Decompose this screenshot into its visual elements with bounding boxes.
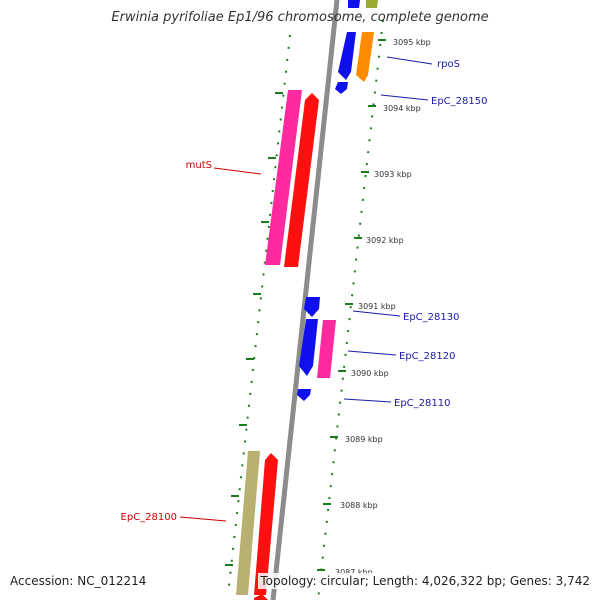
leader-EpC_28120 bbox=[347, 350, 397, 356]
label-EpC_28150[interactable]: EpC_28150 bbox=[431, 96, 487, 107]
gene-mutS-pink[interactable] bbox=[265, 90, 302, 265]
gene-EpC_28120-blue[interactable] bbox=[299, 319, 318, 376]
gene-EpC_28150[interactable] bbox=[335, 82, 348, 94]
outer-tick-ring bbox=[227, 34, 291, 596]
label-EpC_28130[interactable]: EpC_28130 bbox=[403, 312, 459, 323]
label-mutS[interactable]: mutS bbox=[186, 160, 212, 171]
label-rpoS[interactable]: rpoS bbox=[437, 59, 460, 70]
kbp-label: 3093 kbp bbox=[374, 170, 412, 179]
label-EpC_28110[interactable]: EpC_28110 bbox=[394, 398, 450, 409]
kbp-label: 3091 kbp bbox=[358, 302, 396, 311]
kbp-label: 3095 kbp bbox=[393, 38, 431, 47]
gene-mutS-red[interactable] bbox=[284, 93, 319, 267]
gene-EpC_28120-pink[interactable] bbox=[317, 320, 336, 378]
leader-EpC_28100 bbox=[179, 516, 227, 522]
leader-EpC_28130 bbox=[352, 310, 401, 317]
gene-bottom-red-tip[interactable] bbox=[254, 594, 268, 600]
outer-major-ticks bbox=[225, 92, 283, 566]
kbp-label: 3090 kbp bbox=[351, 369, 389, 378]
leader-EpC_28150 bbox=[380, 94, 429, 101]
kbp-label: 3094 kbp bbox=[383, 104, 421, 113]
accession-text: Accession: NC_012214 bbox=[8, 573, 149, 589]
gene-EpC_28100-red[interactable] bbox=[254, 453, 278, 595]
leader-mutS bbox=[213, 167, 262, 175]
kbp-label: 3087 kbp bbox=[335, 568, 373, 577]
gene-rpoS-orange[interactable] bbox=[356, 32, 374, 82]
gene-EpC_28130[interactable] bbox=[304, 297, 320, 317]
kbp-label: 3088 kbp bbox=[340, 501, 378, 510]
chromosome-backbone bbox=[270, 0, 340, 600]
leader-rpoS bbox=[386, 56, 433, 65]
kbp-label: 3092 kbp bbox=[366, 236, 404, 245]
gene-EpC_28110[interactable] bbox=[297, 389, 311, 401]
inner-tick-ring bbox=[317, 19, 384, 600]
gene-top-olive[interactable] bbox=[366, 0, 378, 8]
map-title: Erwinia pyrifoliae Ep1/96 chromosome, co… bbox=[111, 10, 489, 25]
gene-forward-top[interactable] bbox=[348, 0, 360, 8]
kbp-label: 3089 kbp bbox=[345, 435, 383, 444]
label-EpC_28120[interactable]: EpC_28120 bbox=[399, 351, 455, 362]
gene-rpoS-forward[interactable] bbox=[338, 32, 356, 80]
label-EpC_28100[interactable]: EpC_28100 bbox=[121, 512, 177, 523]
genome-summary-text: Topology: circular; Length: 4,026,322 bp… bbox=[258, 573, 592, 589]
gene-EpC_28100-olive[interactable] bbox=[236, 451, 260, 595]
inner-major-ticks bbox=[317, 39, 386, 571]
leader-EpC_28110 bbox=[343, 398, 392, 403]
